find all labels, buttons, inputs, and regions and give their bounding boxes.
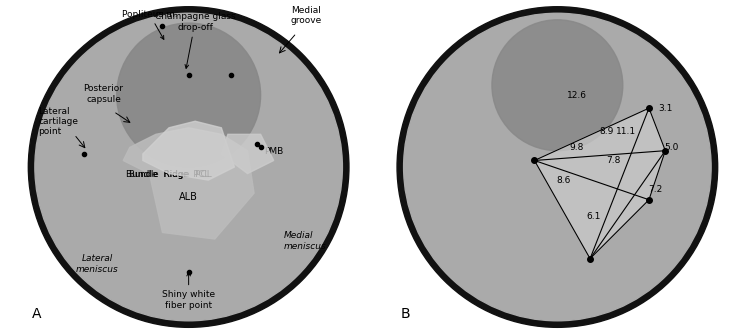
Text: Medial
meniscus: Medial meniscus [283, 231, 326, 251]
Text: 7.2: 7.2 [648, 186, 662, 195]
Text: Bundle  Ridge  PCL: Bundle Ridge PCL [126, 170, 212, 179]
Text: Posterior
capsule: Posterior capsule [84, 84, 124, 104]
Text: 7.8: 7.8 [606, 156, 620, 165]
Circle shape [397, 7, 718, 327]
Circle shape [116, 23, 260, 167]
Text: 6.1: 6.1 [586, 211, 601, 220]
Circle shape [28, 7, 349, 327]
Text: A: A [31, 306, 41, 320]
Text: PMB: PMB [264, 147, 283, 156]
Text: 9.8: 9.8 [570, 143, 584, 152]
Polygon shape [534, 108, 665, 259]
Circle shape [404, 13, 711, 321]
Text: Shiny white
fiber point: Shiny white fiber point [162, 272, 215, 310]
Text: 3.1: 3.1 [658, 104, 672, 113]
Circle shape [35, 13, 342, 321]
Text: Lateral
meniscus: Lateral meniscus [75, 254, 119, 274]
Polygon shape [142, 121, 234, 180]
Text: B: B [401, 306, 410, 320]
Circle shape [492, 20, 623, 151]
Text: Champagne glass
drop-off: Champagne glass drop-off [155, 12, 236, 68]
Text: 8.9: 8.9 [599, 126, 614, 135]
Text: 11.1: 11.1 [616, 126, 636, 135]
Text: Popliteus m.: Popliteus m. [122, 10, 178, 40]
Polygon shape [222, 134, 274, 174]
Text: Bundle  Ridge  PCL: Bundle Ridge PCL [129, 170, 209, 179]
Polygon shape [123, 128, 254, 239]
Text: 8.6: 8.6 [557, 176, 571, 185]
Text: 12.6: 12.6 [567, 91, 587, 100]
Text: Medial
groove: Medial groove [291, 6, 322, 25]
Text: ALB: ALB [179, 192, 198, 202]
Text: 5.0: 5.0 [665, 143, 679, 152]
Text: Lateral
cartilage
point: Lateral cartilage point [38, 107, 78, 136]
